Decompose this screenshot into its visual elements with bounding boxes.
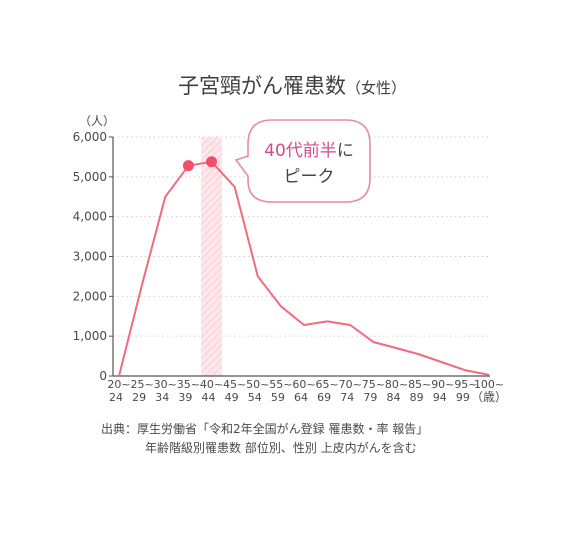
x-tick-label-bottom: 54 bbox=[248, 391, 262, 404]
callout-highlight: 40代前半 bbox=[264, 141, 337, 161]
highlight-band bbox=[201, 137, 222, 376]
x-tick-label-bottom: 89 bbox=[410, 391, 424, 404]
series-line-path bbox=[118, 160, 490, 377]
chart-title: 子宮頸がん罹患数（女性） bbox=[0, 70, 584, 100]
x-tick-label-bottom: 94 bbox=[433, 391, 447, 404]
x-tick-label-top: 80~ bbox=[385, 378, 408, 391]
series-line bbox=[118, 160, 490, 377]
x-tick-label-top: 40~ bbox=[200, 378, 223, 391]
x-tick-label-top: 90~ bbox=[431, 378, 454, 391]
peak-marker bbox=[182, 160, 194, 172]
chart-title-main: 子宮頸がん罹患数 bbox=[177, 74, 346, 98]
callout-line1-suffix: に bbox=[336, 141, 354, 161]
peak-markers bbox=[182, 156, 218, 172]
callout-line2: ピーク bbox=[283, 167, 335, 187]
x-tick-label-bottom: 74 bbox=[340, 391, 354, 404]
callout-text: 40代前半に ピーク bbox=[248, 138, 370, 190]
x-tick-label-top: 25~ bbox=[131, 378, 154, 391]
x-tick-label-top: 75~ bbox=[362, 378, 385, 391]
y-tick-label: 1,000 bbox=[73, 329, 107, 343]
x-tick-label-bottom: 34 bbox=[155, 391, 169, 404]
x-tick-label-bottom: 99 bbox=[456, 391, 470, 404]
y-tick-label: 5,000 bbox=[73, 170, 107, 184]
x-tick-label-bottom: 79 bbox=[363, 391, 377, 404]
x-axis-unit-label: （歳） bbox=[471, 390, 507, 404]
chart-title-sub: （女性） bbox=[345, 79, 406, 97]
x-tick-label-top: 50~ bbox=[246, 378, 269, 391]
x-tick-label-bottom: 84 bbox=[387, 391, 401, 404]
x-tick-label-top: 35~ bbox=[177, 378, 200, 391]
x-tick-label-bottom: 39 bbox=[178, 391, 192, 404]
x-tick-label-top: 85~ bbox=[408, 378, 431, 391]
y-tick-label: 2,000 bbox=[73, 289, 107, 303]
x-tick-label-top: 65~ bbox=[316, 378, 339, 391]
x-tick-label-bottom: 64 bbox=[294, 391, 308, 404]
x-tick-label-top: 70~ bbox=[339, 378, 362, 391]
x-tick-label-top: 20~ bbox=[107, 378, 130, 391]
x-tick-label-top: 60~ bbox=[292, 378, 315, 391]
x-tick-label-bottom: 24 bbox=[109, 391, 123, 404]
y-tick-label: 0 bbox=[99, 369, 107, 383]
y-tick-labels: 0 1,000 2,000 3,000 4,000 5,000 6,000 bbox=[73, 130, 107, 383]
x-tick-label-top: 55~ bbox=[269, 378, 292, 391]
peak-marker bbox=[206, 156, 218, 168]
y-tick-label: 3,000 bbox=[73, 250, 107, 264]
x-tick-label-bottom: 49 bbox=[225, 391, 239, 404]
x-tick-label-top: 45~ bbox=[223, 378, 246, 391]
callout-bubble bbox=[234, 119, 371, 203]
y-tick-label: 4,000 bbox=[73, 210, 107, 224]
axes bbox=[109, 136, 490, 377]
x-tick-label-bottom: 29 bbox=[132, 391, 146, 404]
y-tick-label: 6,000 bbox=[73, 130, 107, 144]
x-tick-label-top: 100~ bbox=[474, 378, 504, 391]
x-tick-label-bottom: 44 bbox=[202, 391, 216, 404]
x-tick-label-bottom: 59 bbox=[271, 391, 285, 404]
x-tick-label-bottom: 69 bbox=[317, 391, 331, 404]
source-line-1: 出典：厚生労働省「令和2年全国がん登録 罹患数・率 報告」 bbox=[101, 422, 429, 436]
source-line-2: 年齢階級別罹患数 部位別、性別 上皮内がんを含む bbox=[145, 441, 417, 455]
y-axis-unit-label: （人） bbox=[79, 114, 115, 128]
source-note: 出典：厚生労働省「令和2年全国がん登録 罹患数・率 報告」 年齢階級別罹患数 部… bbox=[101, 420, 428, 458]
x-tick-label-top: 95~ bbox=[454, 378, 477, 391]
x-tick-labels: 20~24 25~29 30~34 35~39 40~44 45~49 50~54 55~59… bbox=[107, 378, 504, 404]
highlight-band-rect bbox=[201, 137, 222, 376]
x-tick-label-top: 30~ bbox=[154, 378, 177, 391]
